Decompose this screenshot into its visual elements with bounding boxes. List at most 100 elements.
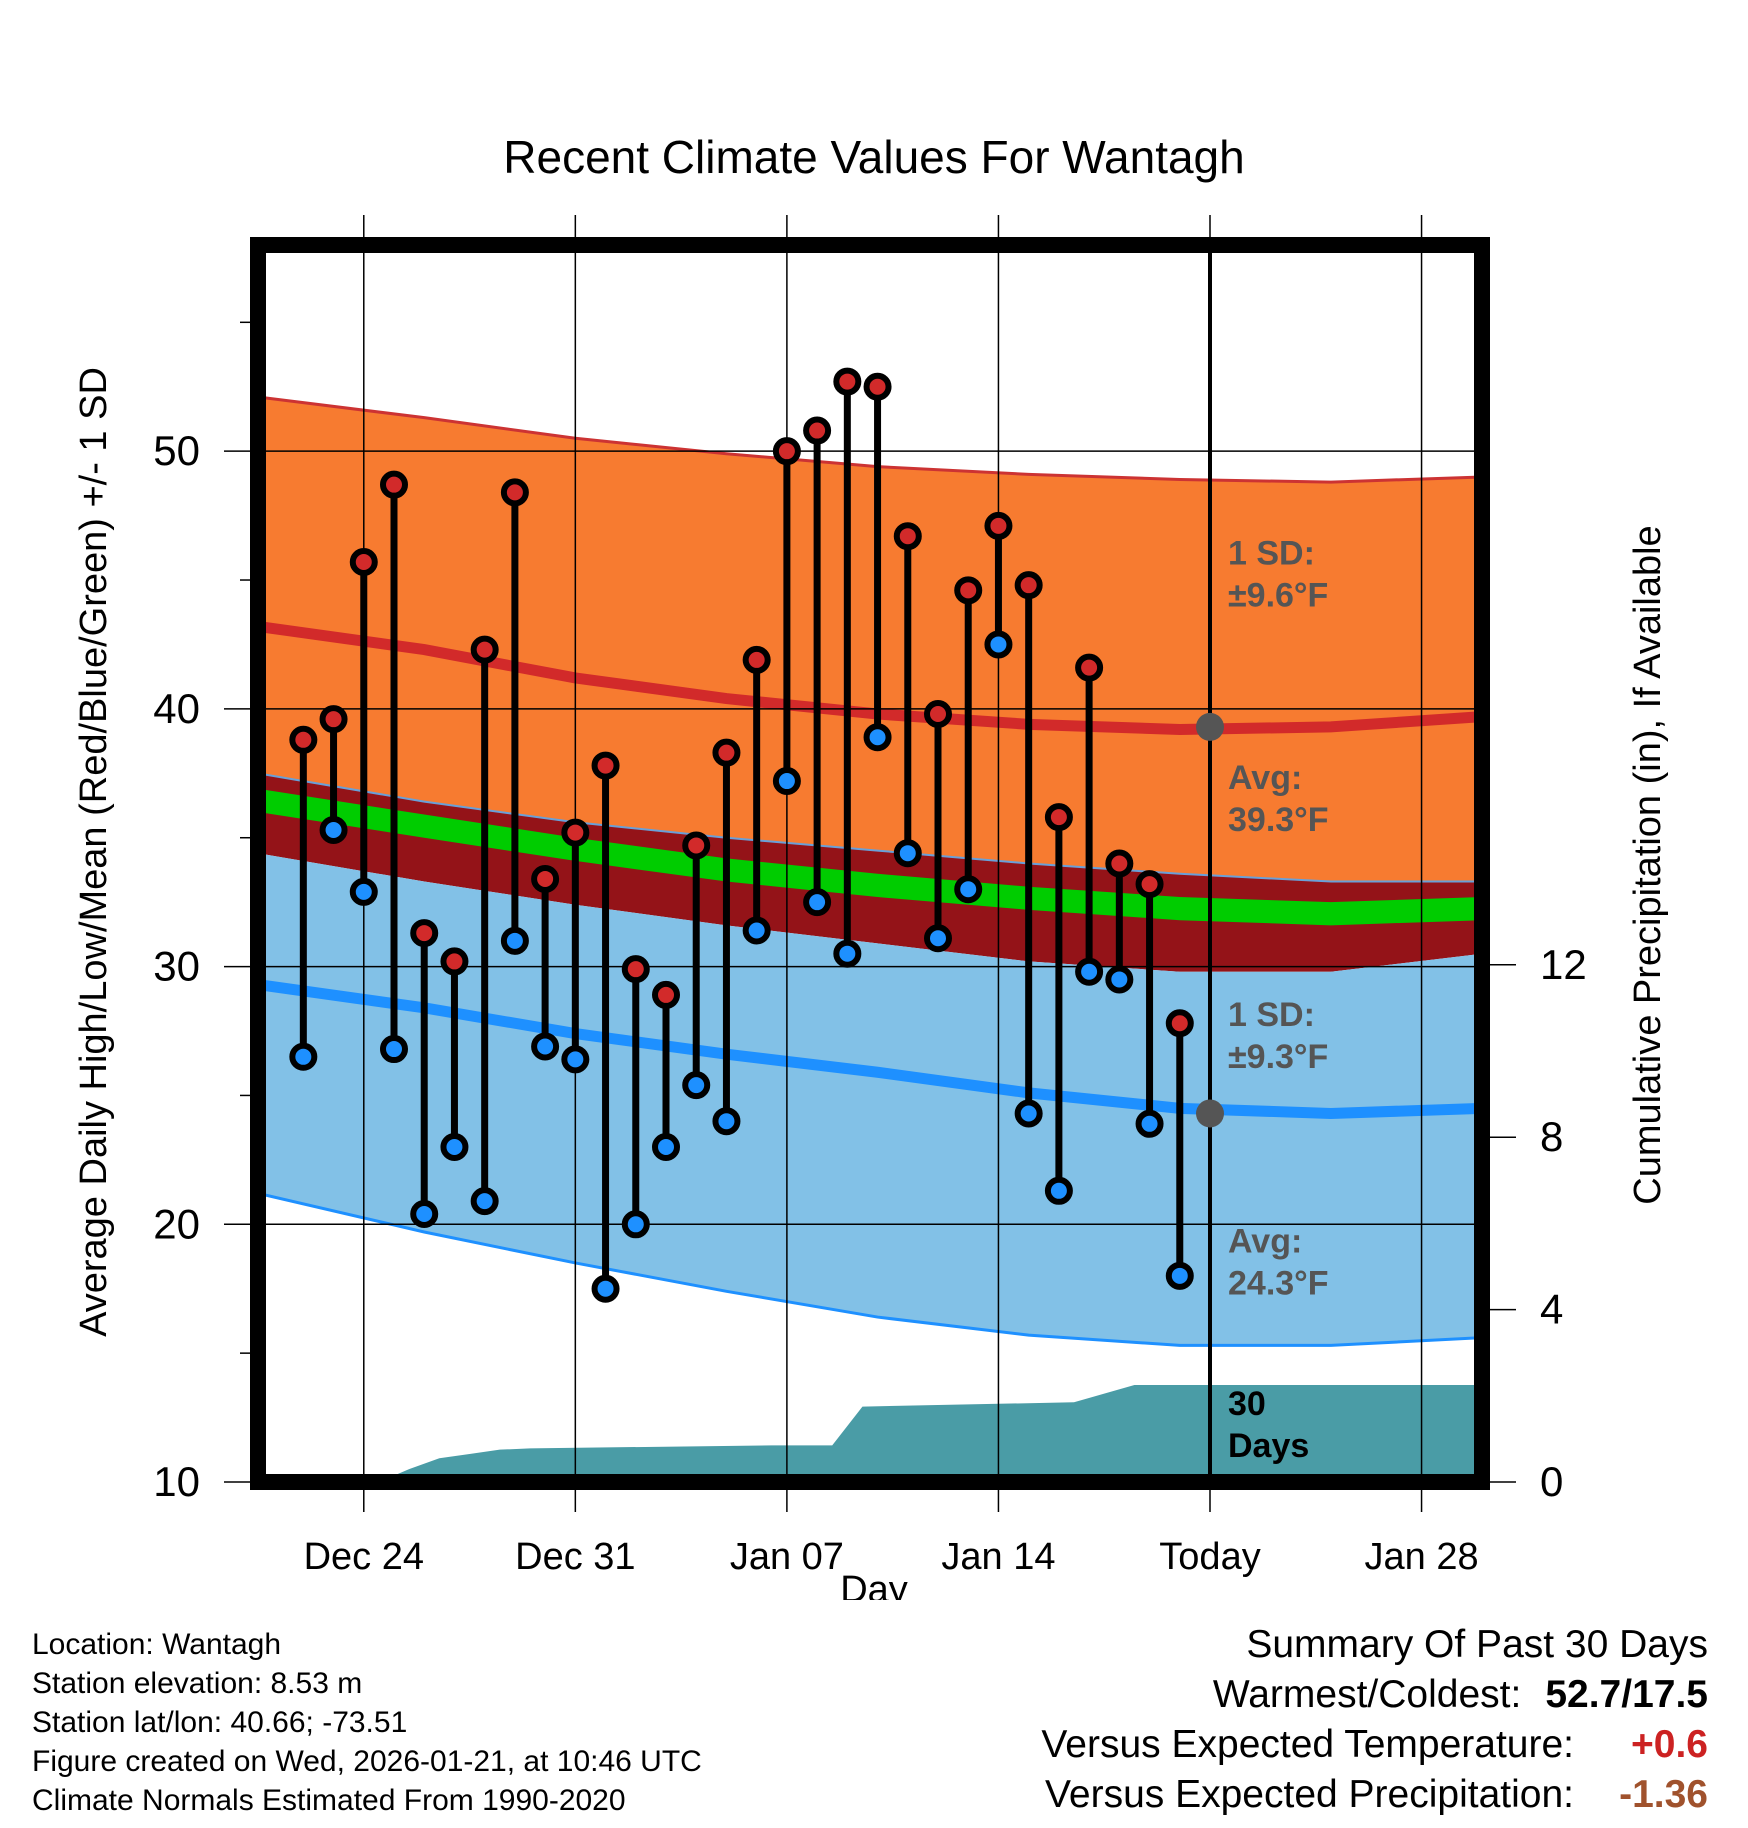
daily-high-point bbox=[954, 576, 983, 605]
mean-sd-band bbox=[258, 773, 1482, 972]
climate-chart: Recent Climate Values For Wantagh 1 SD: ±… bbox=[73, 131, 1669, 1600]
daily-high-point bbox=[984, 511, 1013, 540]
warmest-coldest-value: 52.7/17.5 bbox=[1545, 1673, 1708, 1716]
daily-high-point bbox=[591, 751, 620, 780]
daily-high-point bbox=[531, 864, 560, 893]
daily-high-point bbox=[1075, 653, 1104, 682]
daily-high-point bbox=[893, 522, 922, 551]
plot-frame bbox=[250, 237, 1490, 1490]
warmest-coldest-label: Warmest/Coldest: bbox=[1212, 1673, 1522, 1716]
precipitation-area bbox=[258, 1385, 1482, 1482]
daily-high-point bbox=[742, 645, 771, 674]
daily-high-point bbox=[1044, 803, 1073, 832]
x-axis-label: Day bbox=[840, 1569, 908, 1600]
temperature-value: +0.6 bbox=[1631, 1723, 1708, 1766]
y-tick-label: 40 bbox=[153, 685, 200, 732]
high-sd-band bbox=[258, 397, 1482, 882]
daily-high-point bbox=[1105, 849, 1134, 878]
daily-high-point bbox=[319, 705, 348, 734]
daily-low-point bbox=[893, 839, 922, 868]
mean-avg-band bbox=[258, 788, 1482, 926]
daily-low-point bbox=[863, 723, 892, 752]
low-sd-annotation: 1 SD: bbox=[1228, 996, 1315, 1034]
daily-high-point bbox=[440, 947, 469, 976]
daily-low-point bbox=[591, 1274, 620, 1303]
y2-tick-label: 8 bbox=[1540, 1113, 1563, 1160]
x-tick-label: Dec 24 bbox=[304, 1536, 424, 1578]
high-avg-annotation: Avg: bbox=[1228, 759, 1302, 797]
location-line: Location: Wantagh bbox=[32, 1628, 282, 1661]
daily-high-point bbox=[349, 547, 378, 576]
y2-tick-label: 4 bbox=[1540, 1286, 1563, 1333]
summary-temperature: Versus Expected Temperature: +0.6 bbox=[1041, 1720, 1708, 1770]
station-info: Location: Wantagh Station elevation: 8.5… bbox=[32, 1625, 702, 1820]
temperature-label: Versus Expected Temperature: bbox=[1041, 1723, 1574, 1766]
daily-low-point bbox=[984, 630, 1013, 659]
daily-low-point bbox=[621, 1210, 650, 1239]
high-sd-annotation: 1 SD: bbox=[1228, 535, 1315, 573]
daily-low-point bbox=[380, 1035, 408, 1064]
days-annotation: 30 bbox=[1228, 1385, 1266, 1423]
x-tick-label: Dec 31 bbox=[515, 1536, 635, 1578]
summary-precipitation: Versus Expected Precipitation: -1.36 bbox=[1041, 1770, 1708, 1820]
low-avg-marker bbox=[1196, 1099, 1224, 1128]
daily-low-point bbox=[1105, 965, 1134, 994]
high-avg-annotation: 39.3°F bbox=[1228, 801, 1329, 839]
daily-high-point bbox=[1014, 571, 1043, 600]
low-avg-annotation: 24.3°F bbox=[1228, 1265, 1329, 1303]
daily-low-point bbox=[1165, 1261, 1194, 1290]
daily-low-point bbox=[1044, 1176, 1073, 1205]
daily-high-point bbox=[924, 700, 952, 729]
daily-low-point bbox=[1075, 957, 1104, 986]
daily-low-point bbox=[440, 1132, 469, 1161]
daily-low-point bbox=[742, 916, 771, 945]
x-tick-label: Jan 14 bbox=[941, 1536, 1055, 1578]
latlon-line: Station lat/lon: 40.66; -73.51 bbox=[32, 1706, 408, 1739]
daily-low-point bbox=[1014, 1099, 1043, 1128]
summary-warmest-coldest: Warmest/Coldest: 52.7/17.5 bbox=[1041, 1670, 1708, 1720]
days-annotation: Days bbox=[1228, 1427, 1309, 1465]
daily-low-point bbox=[712, 1107, 741, 1136]
daily-low-point bbox=[772, 767, 801, 796]
daily-high-point bbox=[561, 818, 590, 847]
daily-low-point bbox=[652, 1132, 680, 1161]
precipitation-value: -1.36 bbox=[1619, 1773, 1708, 1816]
high-lower-edge bbox=[258, 772, 1482, 883]
daily-high-point bbox=[1135, 870, 1164, 899]
low-avg-line bbox=[258, 979, 1482, 1119]
daily-high-point bbox=[621, 955, 650, 984]
daily-low-point bbox=[682, 1071, 711, 1100]
y-tick-label: 30 bbox=[153, 943, 200, 990]
high-avg-marker bbox=[1196, 712, 1224, 741]
daily-high-point bbox=[712, 738, 741, 767]
axes: Dec 24 Dec 31 Jan 07 Jan 14 Today Jan 28 10 20 3… bbox=[153, 215, 1587, 1578]
x-tick-label: Jan 28 bbox=[1365, 1536, 1479, 1578]
daily-low-point bbox=[319, 815, 348, 844]
daily-high-point bbox=[1165, 1009, 1194, 1038]
daily-low-point bbox=[531, 1032, 560, 1061]
low-sd-annotation: ±9.3°F bbox=[1228, 1038, 1328, 1076]
created-line: Figure created on Wed, 2026-01-21, at 10… bbox=[32, 1745, 702, 1778]
daily-high-point bbox=[772, 437, 801, 466]
daily-high-point bbox=[652, 980, 680, 1009]
y2-axis-label: Cumulative Precipitation (in), If Availa… bbox=[1627, 525, 1669, 1204]
daily-high-point bbox=[289, 725, 318, 754]
y-tick-label: 10 bbox=[153, 1458, 200, 1505]
x-tick-label: Jan 07 bbox=[730, 1536, 844, 1578]
summary-panel: Summary Of Past 30 Days Warmest/Coldest:… bbox=[1041, 1620, 1708, 1820]
y-tick-label: 50 bbox=[153, 427, 200, 474]
high-sd-annotation: ±9.6°F bbox=[1228, 577, 1328, 615]
x-tick-label: Today bbox=[1159, 1536, 1260, 1578]
normals-line: Climate Normals Estimated From 1990-2020 bbox=[32, 1784, 626, 1817]
daily-high-point bbox=[833, 367, 862, 396]
y2-tick-label: 0 bbox=[1540, 1458, 1563, 1505]
low-sd-band bbox=[258, 853, 1482, 1346]
summary-heading: Summary Of Past 30 Days bbox=[1041, 1620, 1708, 1670]
y-tick-label: 20 bbox=[153, 1200, 200, 1247]
daily-low-point bbox=[803, 888, 832, 917]
elevation-line: Station elevation: 8.53 m bbox=[32, 1667, 363, 1700]
daily-low-point bbox=[1135, 1109, 1164, 1138]
y-axis-label: Average Daily High/Low/Mean (Red/Blue/Gr… bbox=[73, 367, 115, 1337]
daily-high-point bbox=[682, 831, 711, 860]
plot-area: 1 SD: ±9.6°F Avg: 39.3°F 1 SD: ±9.3°F Avg: 24.3… bbox=[258, 245, 1482, 1482]
